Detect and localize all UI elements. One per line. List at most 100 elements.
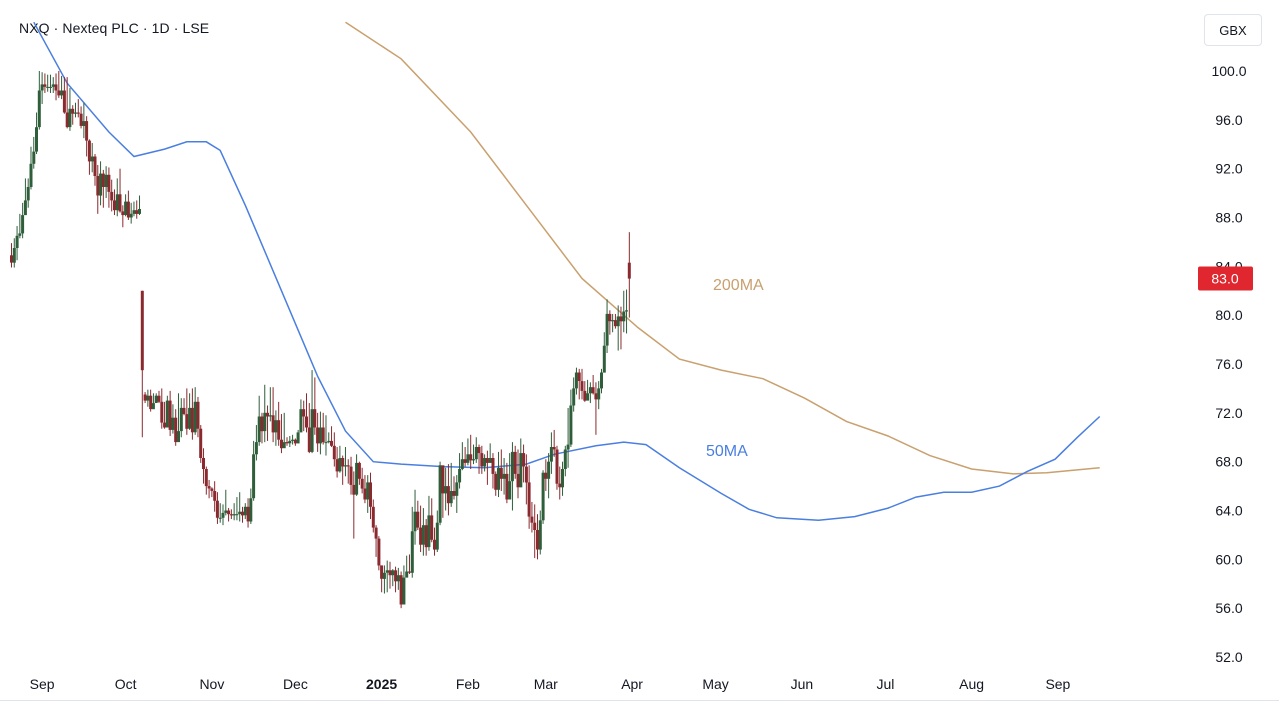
candle-body xyxy=(513,451,517,474)
candle-body xyxy=(26,187,30,201)
candle-body xyxy=(472,459,475,461)
candle-body xyxy=(380,565,384,579)
candle-body xyxy=(522,453,526,467)
x-tick-label: Apr xyxy=(621,676,643,692)
candle-body xyxy=(277,420,281,440)
candle xyxy=(382,565,386,594)
candle-body xyxy=(138,209,141,214)
x-axis[interactable]: Sep Oct Nov Dec 2025 Feb Mar Apr May Jun Jul Aug Sep xyxy=(0,676,1279,701)
candle xyxy=(252,440,256,501)
candle xyxy=(107,167,111,208)
candle-body xyxy=(561,469,564,488)
candle-body xyxy=(324,442,328,444)
candle xyxy=(377,536,381,571)
candle-body xyxy=(449,491,453,504)
candle xyxy=(318,411,322,455)
candle-body xyxy=(508,481,512,500)
ma200-label: 200MA xyxy=(713,277,764,294)
candle xyxy=(232,503,236,521)
candle-body xyxy=(35,127,38,152)
candle-body xyxy=(43,84,47,87)
candle-body xyxy=(124,201,128,215)
candle xyxy=(82,102,86,139)
candle-body xyxy=(538,520,542,550)
x-tick-label: Mar xyxy=(534,676,558,692)
candle-body xyxy=(260,416,264,432)
candle xyxy=(35,112,38,155)
candle xyxy=(588,382,592,404)
candle xyxy=(472,444,475,465)
candle-body xyxy=(505,473,509,500)
candle-body xyxy=(246,506,250,522)
candle-body xyxy=(118,194,122,212)
candle-body xyxy=(188,407,192,429)
candle-body xyxy=(40,84,44,91)
candle-body xyxy=(391,570,395,576)
candle-body xyxy=(616,316,620,327)
candle xyxy=(494,471,498,496)
candle-body xyxy=(143,394,147,401)
candle xyxy=(177,393,180,443)
candle xyxy=(583,381,587,402)
candle-body xyxy=(547,461,551,479)
candle xyxy=(101,169,105,208)
candle xyxy=(135,200,139,219)
candle xyxy=(527,465,531,529)
candle-body xyxy=(132,210,136,214)
candle-body xyxy=(210,488,214,491)
candle-body xyxy=(21,215,25,234)
candle-body xyxy=(299,409,303,433)
currency-button[interactable]: GBX xyxy=(1204,14,1262,46)
x-tick-label: Sep xyxy=(1045,676,1070,692)
candle-body xyxy=(62,90,66,113)
candle-body xyxy=(49,86,52,88)
candle-body xyxy=(249,498,253,522)
candle-body xyxy=(99,173,103,196)
candle-body xyxy=(527,482,531,517)
candle xyxy=(285,437,289,446)
candle-body xyxy=(466,454,470,463)
candle xyxy=(474,437,478,463)
candle xyxy=(271,387,275,443)
candle xyxy=(37,71,41,130)
candle xyxy=(32,136,36,169)
candle xyxy=(257,395,261,446)
candle xyxy=(87,139,91,175)
candle xyxy=(327,432,331,444)
candle-body xyxy=(154,395,158,403)
candle xyxy=(402,565,406,605)
candle-body xyxy=(552,447,556,450)
candle-body xyxy=(419,527,423,545)
candle xyxy=(394,566,398,593)
ma50-label: 50MA xyxy=(706,443,748,460)
candle xyxy=(241,506,244,523)
candle xyxy=(330,426,333,448)
candle-body xyxy=(268,415,272,417)
x-tick-label: 2025 xyxy=(366,676,397,692)
candle xyxy=(163,401,167,429)
candle-body xyxy=(346,465,350,467)
candle xyxy=(202,448,205,484)
candle xyxy=(524,454,528,505)
candle-body xyxy=(179,407,183,432)
candle xyxy=(566,407,570,468)
candle-body xyxy=(355,462,359,495)
candle xyxy=(427,495,431,551)
candle-body xyxy=(68,108,72,128)
candle-body xyxy=(271,415,275,433)
candle xyxy=(508,453,512,500)
y-axis[interactable]: 100.096.092.088.084.080.076.072.068.064.… xyxy=(1211,63,1246,665)
candle xyxy=(369,472,372,520)
candle-body xyxy=(402,577,406,605)
candle-body xyxy=(60,90,64,96)
candle xyxy=(430,498,434,543)
candle xyxy=(605,299,609,354)
ma200-layer xyxy=(345,21,1100,475)
candle xyxy=(207,479,211,499)
candle xyxy=(268,387,272,422)
candle xyxy=(497,451,500,498)
candle-body xyxy=(583,390,587,401)
candle-body xyxy=(382,572,386,579)
candle xyxy=(446,464,450,516)
